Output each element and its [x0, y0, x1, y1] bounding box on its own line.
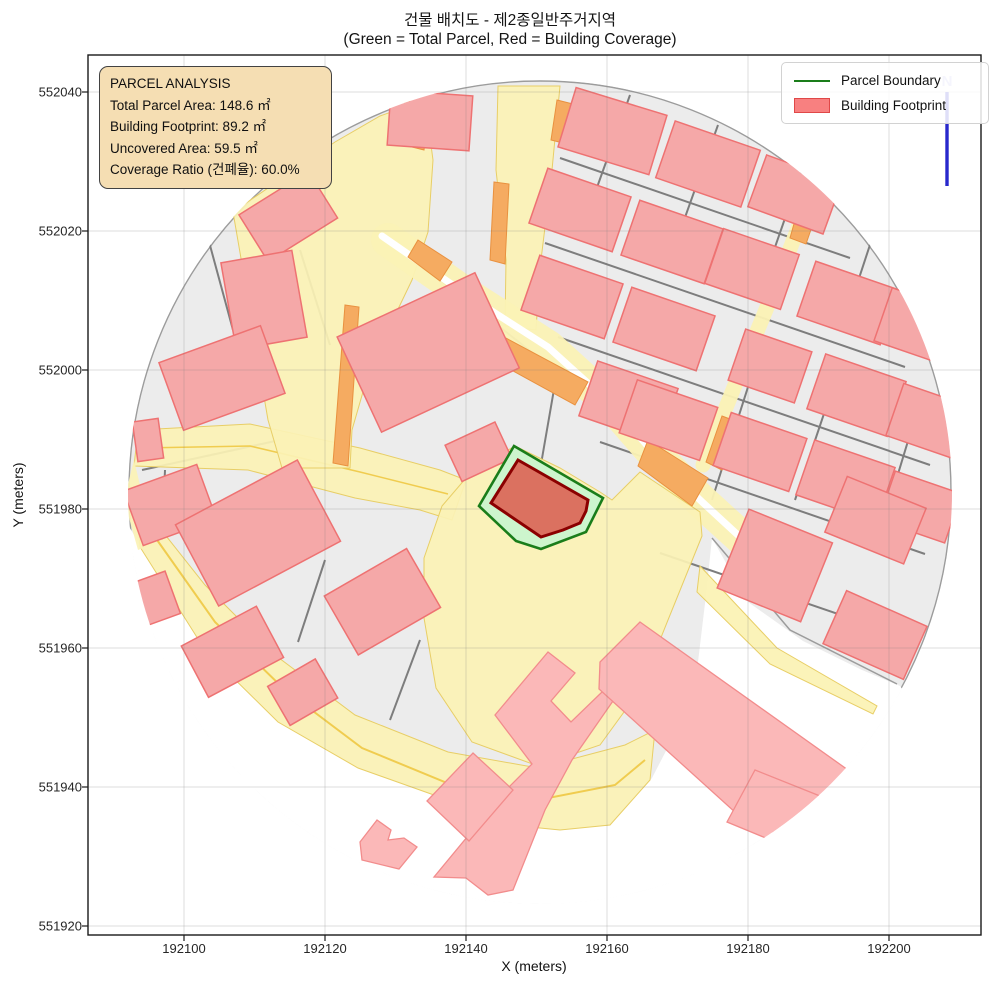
y-tick-label: 551980 [38, 501, 82, 517]
analysis-heading: PARCEL ANALYSIS [110, 76, 231, 91]
x-tick-label: 192100 [162, 941, 206, 956]
legend-label: Parcel Boundary [841, 73, 941, 88]
analysis-line-total-area: Total Parcel Area: 148.6 ㎡ [110, 97, 271, 113]
legend-item-building-footprint: Building Footprint [794, 98, 976, 113]
x-tick-label: 192180 [726, 941, 770, 956]
y-tick-label: 552000 [38, 362, 82, 378]
y-tick-label: 551960 [38, 640, 82, 656]
building-footprint [488, 457, 590, 539]
plot-border [87, 54, 982, 936]
y-tick-label: 552040 [38, 84, 82, 100]
legend: Parcel Boundary Building Footprint [781, 62, 989, 124]
legend-label: Building Footprint [841, 98, 947, 113]
red-patch-swatch-icon [794, 98, 830, 113]
x-tick-label: 192160 [585, 941, 629, 956]
chart-title: 건물 배치도 - 제2종일반주거지역 [403, 12, 617, 29]
x-tick-label: 192140 [444, 941, 488, 956]
y-axis-label: Y (meters) [10, 462, 26, 528]
chart-subtitle: (Green = Total Parcel, Red = Building Co… [343, 31, 677, 48]
legend-item-parcel-boundary: Parcel Boundary [794, 73, 976, 88]
y-tick-label: 552020 [38, 223, 82, 239]
x-axis-label: X (meters) [501, 958, 567, 974]
parcel-analysis-box: PARCEL ANALYSIS Total Parcel Area: 148.6… [99, 66, 332, 189]
x-tick-label: 192120 [303, 941, 347, 956]
analysis-line-coverage: Coverage Ratio (건폐율): 60.0% [110, 162, 300, 177]
analysis-line-uncovered: Uncovered Area: 59.5 ㎡ [110, 140, 258, 156]
x-tick-label: 192200 [867, 941, 911, 956]
y-tick-label: 551920 [38, 918, 82, 934]
tick-marks [82, 91, 890, 941]
analysis-line-footprint: Building Footprint: 89.2 ㎡ [110, 119, 267, 134]
y-tick-label: 551940 [38, 779, 82, 795]
green-line-swatch-icon [794, 79, 830, 82]
